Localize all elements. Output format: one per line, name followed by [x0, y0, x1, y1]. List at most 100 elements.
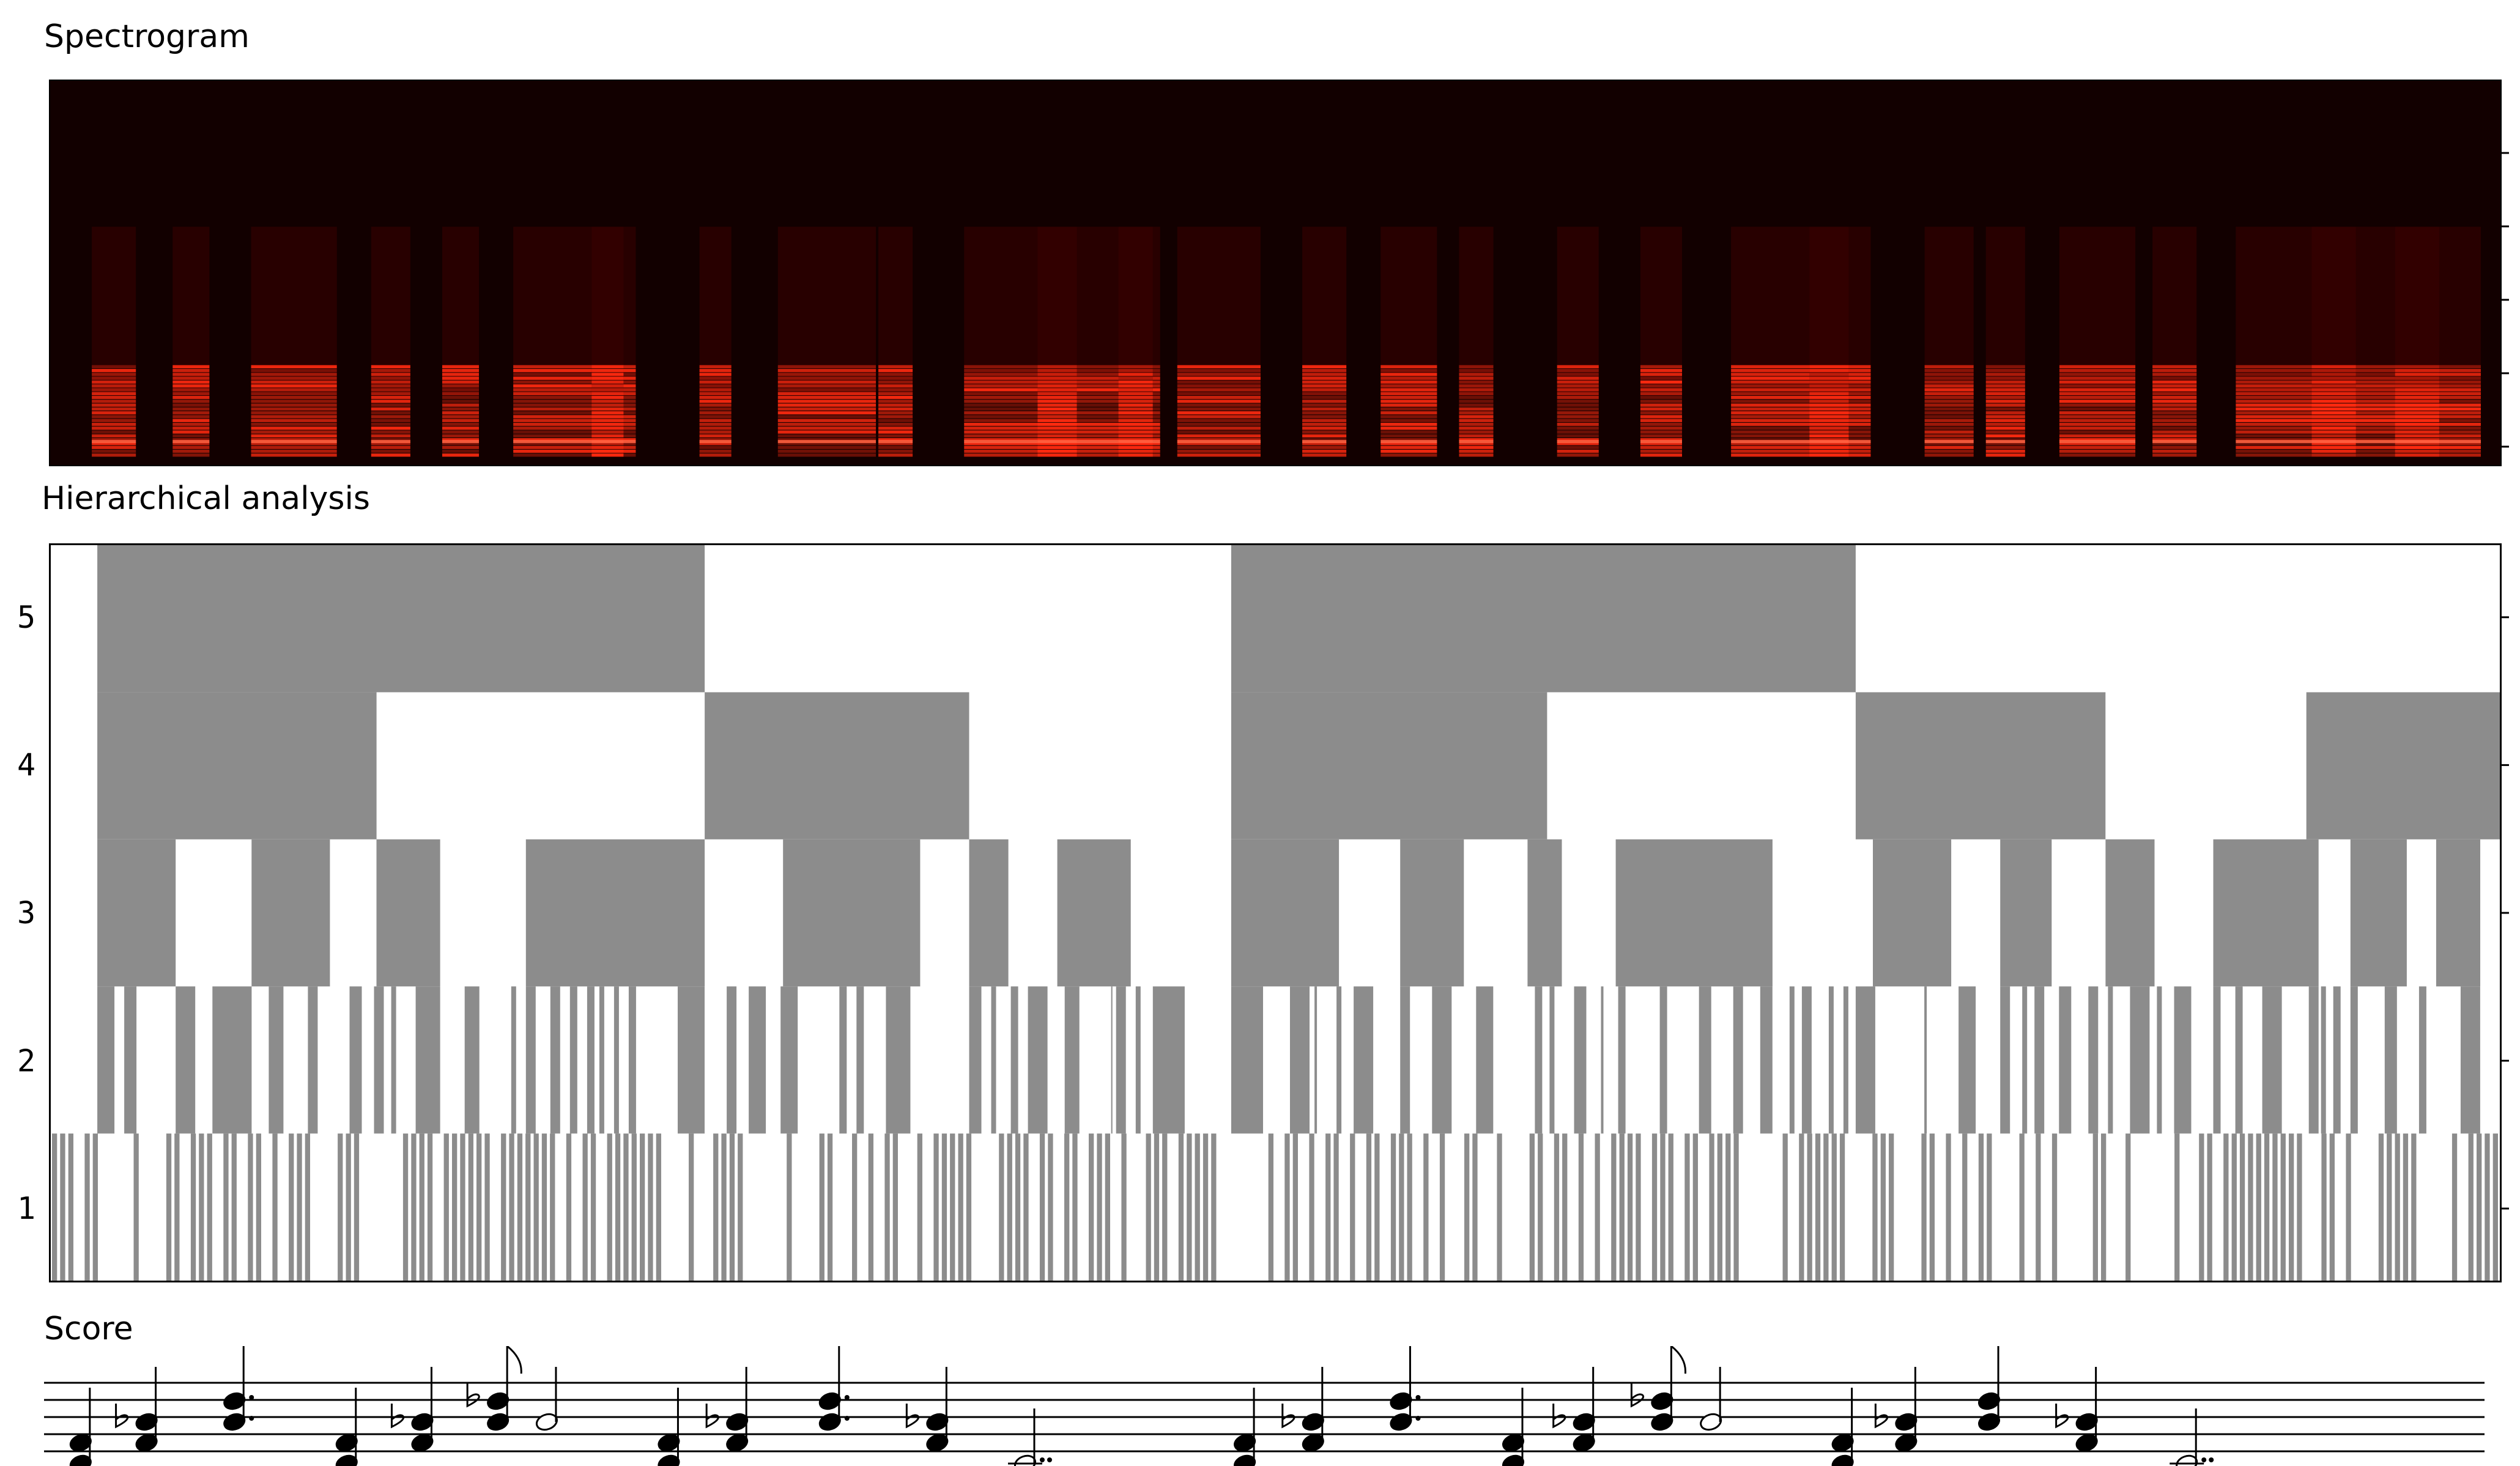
spectrogram-energy-row	[1459, 373, 1494, 376]
level-1-segment	[2280, 1133, 2286, 1281]
spectrogram-fundamental	[1557, 440, 1599, 444]
spectrogram-energy-row	[2236, 415, 2439, 419]
spectrogram-energy-row	[2152, 453, 2197, 457]
level-1-segment	[517, 1133, 523, 1281]
level-2-segment	[856, 986, 864, 1134]
spectrogram-energy-row	[878, 376, 913, 380]
spectrogram-energy-row	[1302, 384, 1347, 388]
spectrogram-energy-row	[1557, 434, 1599, 438]
spectrogram-energy-row	[371, 388, 410, 392]
spectrogram-energy-row	[1380, 400, 1437, 403]
level-2-segment	[2262, 986, 2282, 1134]
spectrogram-energy-row	[2152, 400, 2197, 403]
level-1-segment	[1880, 1133, 1886, 1281]
spectrogram-energy-row	[2311, 384, 2356, 388]
spectrogram-energy-row	[2059, 438, 2136, 442]
spectrogram-energy-row	[2311, 403, 2356, 407]
level-1-segment	[2289, 1133, 2294, 1281]
spectrogram-energy-row	[1302, 403, 1347, 407]
spectrogram-energy-row	[1177, 442, 1261, 445]
spectrogram-energy-row	[1985, 388, 2025, 392]
flat-sign	[1630, 1383, 1644, 1408]
level-2-segment	[1116, 986, 1126, 1134]
level-1-segment	[1023, 1133, 1029, 1281]
spectrogram-fundamental	[777, 440, 876, 444]
level-3-segment	[2350, 839, 2407, 987]
level-1-segment	[1284, 1133, 1290, 1281]
spectrogram-energy-row	[1809, 365, 1849, 368]
spectrogram-energy-row	[1809, 380, 1849, 384]
level-1-segment	[892, 1133, 898, 1281]
spectrogram-energy-row	[1924, 445, 1974, 449]
level-2-segment	[1135, 986, 1141, 1134]
spectrogram-fundamental	[2059, 440, 2136, 444]
spectrogram-energy-row	[92, 445, 136, 449]
spectrogram-energy-row	[1459, 403, 1494, 407]
level-1-segment	[2223, 1133, 2229, 1281]
level-2-segment	[613, 986, 619, 1134]
level-5-segment	[1231, 545, 1856, 693]
spectrogram-energy-row	[2395, 442, 2481, 445]
spectrogram-energy-row	[2059, 411, 2136, 415]
spectrogram-energy-row	[1380, 442, 1437, 445]
spectrogram-note-21	[1924, 226, 1974, 457]
level-2-segment	[1535, 986, 1543, 1134]
spectrogram-energy-row	[1177, 411, 1261, 415]
level-3-segment	[97, 839, 176, 987]
y-tick-label: 2	[17, 1043, 36, 1079]
level-2-segment	[124, 986, 137, 1134]
spectrogram-fundamental	[1177, 440, 1261, 444]
score-event	[223, 1346, 254, 1431]
spectrogram-energy-row	[1924, 411, 1974, 415]
spectrogram-energy-row	[2059, 376, 2136, 380]
spectrogram-energy-row	[172, 449, 210, 453]
level-1-segment	[2492, 1133, 2498, 1281]
spectrogram-energy-row	[172, 407, 210, 411]
level-1-segment	[1178, 1133, 1184, 1281]
spectrogram-energy-row	[2059, 384, 2136, 388]
spectrogram-energy-row	[2395, 395, 2481, 400]
score-event	[1502, 1388, 1524, 1466]
level-4-segment	[705, 692, 969, 839]
spectrogram-energy-row	[2395, 388, 2481, 392]
spectrogram-energy-row	[1177, 434, 1261, 438]
spectrogram-energy-row	[172, 376, 210, 380]
spectrogram-energy-row	[777, 392, 876, 395]
level-2-segment	[1549, 986, 1555, 1134]
level-1-segment	[958, 1133, 963, 1281]
level-1-segment	[1203, 1133, 1209, 1281]
level-1-segment	[729, 1133, 735, 1281]
spectrogram-energy-row	[1731, 407, 1871, 411]
spectrogram-energy-row	[371, 365, 410, 368]
level-2-segment	[415, 986, 440, 1134]
spectrogram-energy-row	[1809, 376, 1849, 380]
spectrogram-energy-row	[1557, 388, 1599, 392]
spectrogram-energy-row	[1985, 403, 2025, 407]
spectrogram-energy-row	[1557, 380, 1599, 384]
spectrogram-energy-row	[251, 400, 337, 403]
level-2-segment	[587, 986, 595, 1134]
spectrogram-energy-row	[1731, 373, 1871, 376]
spectrogram-energy-row	[591, 365, 624, 368]
spectrogram-energy-row	[1380, 415, 1437, 419]
spectrogram-energy-row	[1037, 403, 1077, 407]
spectrogram-energy-row	[2059, 373, 2136, 376]
spectrogram-energy-row	[591, 445, 624, 449]
level-1-segment	[1684, 1133, 1690, 1281]
level-1-segment	[1105, 1133, 1110, 1281]
level-3-segment	[2436, 839, 2480, 987]
spectrogram-harmonic-band	[92, 226, 136, 396]
spectrogram-energy-row	[1557, 373, 1599, 376]
level-2-segment	[308, 986, 318, 1134]
spectrogram-energy-row	[1302, 438, 1347, 442]
spectrogram-fundamental	[1809, 440, 1849, 444]
level-1-segment	[1333, 1133, 1339, 1281]
spectrogram-energy-row	[92, 373, 136, 376]
spectrogram-energy-row	[251, 388, 337, 392]
spectrogram-energy-row	[1924, 426, 1974, 430]
level-2-segment	[1659, 986, 1667, 1134]
level-2-segment	[1760, 986, 1773, 1134]
spectrogram-energy-row	[777, 411, 876, 415]
spectrogram-note-24	[2152, 226, 2197, 457]
spectrogram-energy-row	[1640, 434, 1682, 438]
